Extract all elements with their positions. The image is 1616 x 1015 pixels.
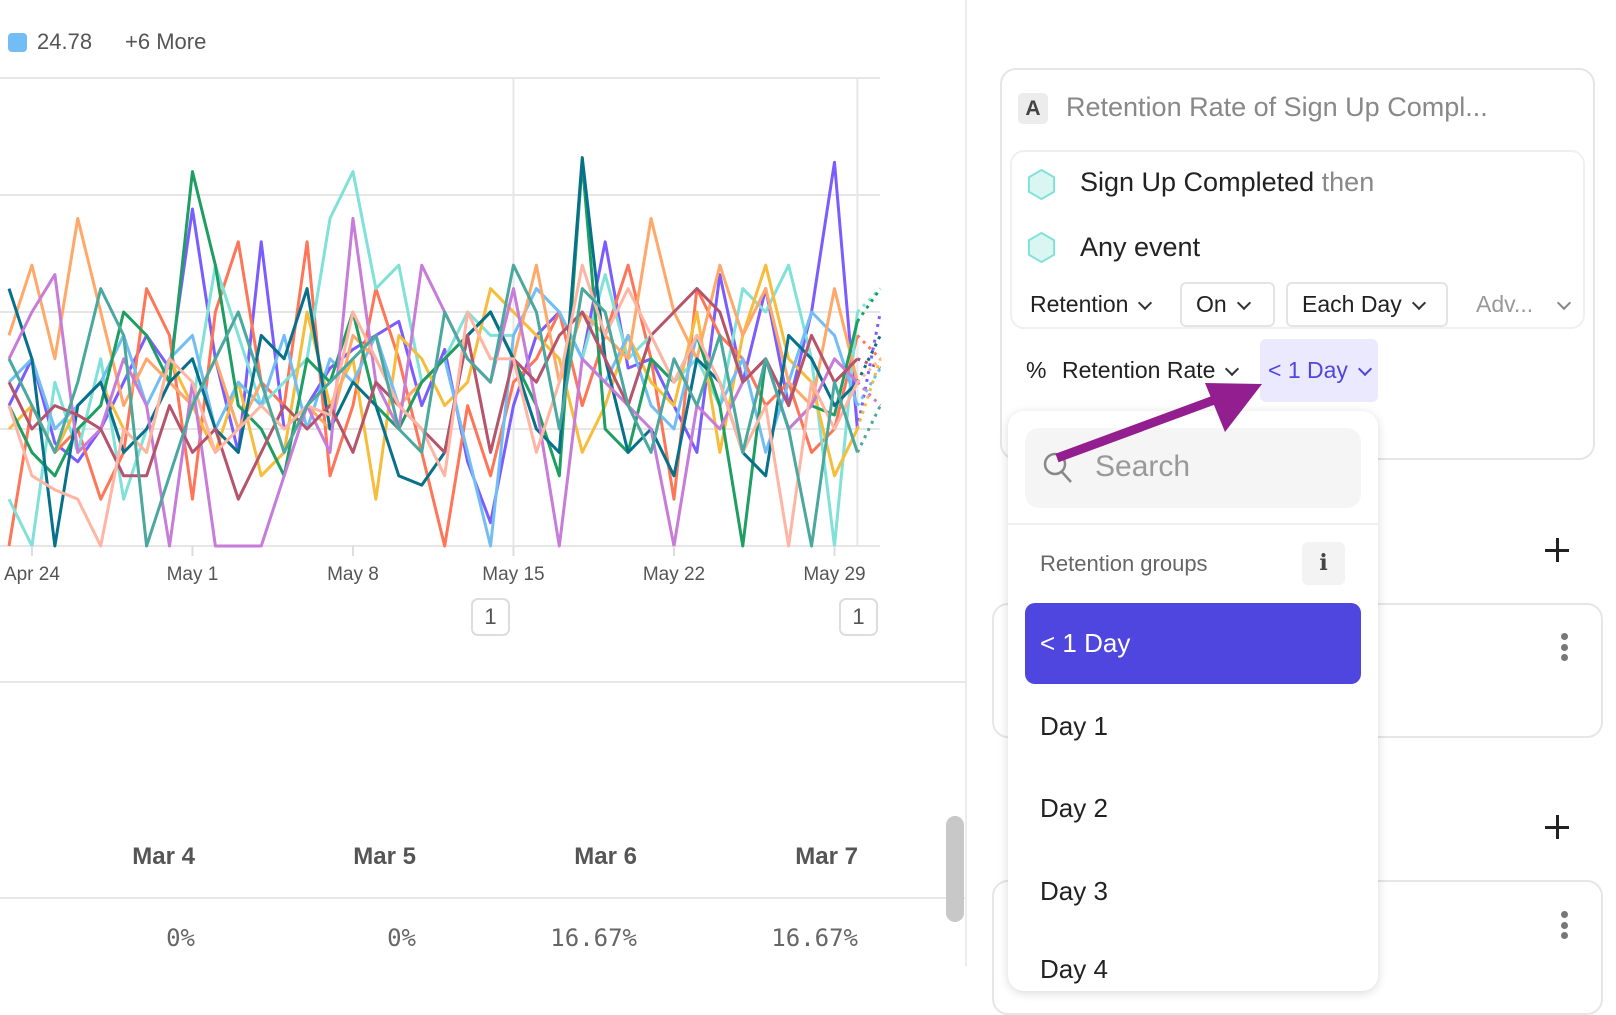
panel-divider [965,0,967,966]
chevron-down-icon [1236,295,1251,311]
event-hexagon-icon [1027,169,1056,200]
chevron-down-icon [1557,295,1572,311]
event-step-1[interactable]: Sign Up Completed then [1080,167,1374,198]
series-line [7,216,859,548]
chevron-down-icon [1357,361,1372,377]
search-input[interactable]: Search [1025,428,1361,508]
search-placeholder: Search [1095,450,1191,483]
chart-panel: 24.78 +6 More Apr 24 May 1 May 8 May 15 May … [0,29,965,952]
chevron-down-icon [1411,295,1426,311]
event-name: Sign Up Completed [1080,167,1315,197]
x-tick-label: May 29 [803,564,865,585]
table-cell: 0% [387,924,416,952]
series-line [7,160,859,548]
table-header: Mar 7 [795,843,858,870]
search-icon [1043,452,1072,483]
table-header: Mar 5 [353,843,416,870]
annotation-badge[interactable]: 1 [839,598,878,636]
retention-type-dropdown[interactable]: Retention [1014,282,1166,327]
table-cell: 16.67% [550,924,637,952]
series-incomplete-segment [856,287,882,314]
each-day-dropdown[interactable]: Each Day [1286,282,1448,327]
measure-dropdown[interactable]: Retention Rate [1062,357,1240,384]
percent-symbol: % [1026,357,1047,383]
annotation-badge[interactable]: 1 [471,598,510,636]
series-line [7,263,859,548]
series-incomplete-segment [856,357,882,384]
legend-more-button[interactable]: +6 More [125,29,207,54]
then-label: then [1321,167,1375,197]
x-tick-label: May 8 [327,564,379,585]
table-cell: 16.67% [771,924,858,952]
series-incomplete-segment [856,404,882,454]
retention-label: Retention [1030,291,1129,317]
retention-group-dropdown[interactable]: < 1 Day [1260,339,1378,402]
table-cell: 0% [166,924,195,952]
line-chart: Apr 24 May 1 May 8 May 15 May 22 May 29 [0,77,882,585]
divider [0,681,965,683]
series-line [7,263,859,548]
event-box [1010,150,1585,329]
each-day-label: Each Day [1302,291,1402,317]
table-header: Mar 6 [574,843,637,870]
more-options-icon[interactable] [1561,911,1569,939]
option-day-1[interactable]: Day 1 [1040,711,1108,741]
event-hexagon-icon [1027,232,1056,263]
measure-label: Retention Rate [1062,357,1216,383]
series-line [7,287,859,501]
series-incomplete-segment [856,381,882,407]
on-dropdown[interactable]: On [1180,282,1275,327]
on-label: On [1196,291,1227,317]
option-day-4[interactable]: Day 4 [1040,954,1108,984]
event-step-2[interactable]: Any event [1080,232,1201,262]
more-options-icon[interactable] [1561,633,1569,661]
legend-value: 24.78 [37,29,93,54]
section-label: Retention groups [1040,551,1208,576]
option-day-2[interactable]: Day 2 [1040,793,1108,823]
series-incomplete-segment [856,334,882,360]
chevron-down-icon [1138,295,1153,311]
x-tick-label: May 1 [167,564,219,585]
option-day-3[interactable]: Day 3 [1040,876,1108,906]
series-line [7,240,859,548]
advanced-dropdown[interactable]: Adv... [1460,282,1585,327]
advanced-label: Adv... [1476,291,1534,317]
metric-letter-badge: A [1018,93,1048,124]
add-icon[interactable] [1545,538,1569,562]
add-icon[interactable] [1545,815,1569,839]
legend-swatch [8,33,27,52]
table-header: Mar 4 [132,843,195,870]
chevron-down-icon [1225,361,1240,377]
x-tick-label: Apr 24 [4,564,60,585]
option-less-than-1-day[interactable]: < 1 Day [1025,603,1361,684]
scrollbar-thumb[interactable] [946,816,964,922]
x-tick-label: May 15 [482,564,544,585]
divider [0,897,965,899]
series-incomplete-segment [856,287,882,323]
metric-title[interactable]: Retention Rate of Sign Up Compl... [1066,92,1488,122]
series-incomplete-segment [856,334,882,383]
info-icon[interactable]: i [1302,542,1345,585]
divider [1008,523,1378,525]
x-tick-label: May 22 [643,564,705,585]
group-label: < 1 Day [1268,357,1348,383]
